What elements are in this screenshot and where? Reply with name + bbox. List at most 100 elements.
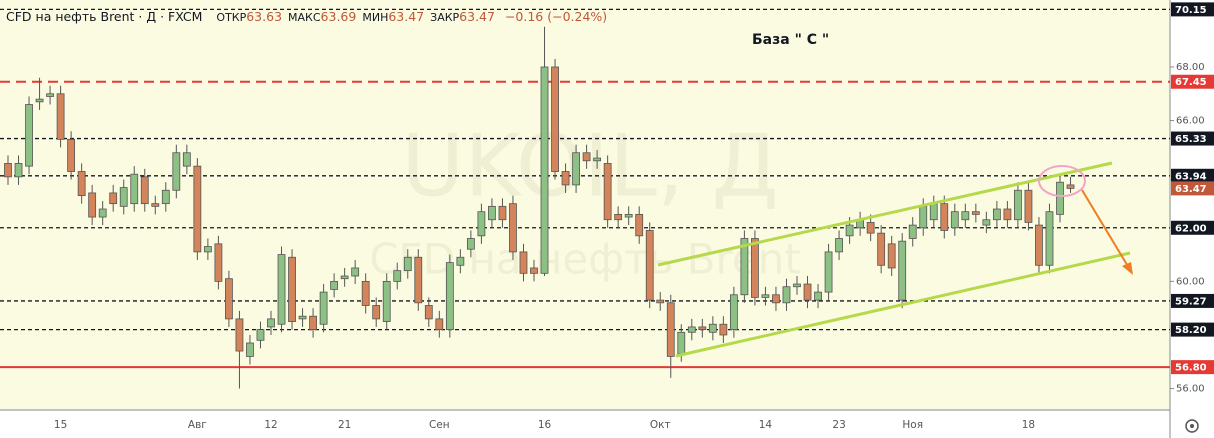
ohlc-label: МАКС	[288, 11, 321, 24]
candle-body	[635, 213, 644, 237]
last-price-box	[1171, 181, 1214, 196]
candle-body	[740, 238, 749, 296]
candle-body	[361, 280, 370, 306]
candle-body	[614, 213, 623, 221]
candle-body	[77, 171, 86, 197]
level-label: 67.45	[1175, 77, 1207, 88]
candle-body	[982, 219, 991, 226]
candle-body	[14, 163, 23, 178]
candle-body	[582, 152, 591, 162]
arrow-line	[1081, 189, 1130, 269]
candle-body	[971, 211, 980, 215]
candle-body	[340, 275, 349, 280]
candle-body	[845, 224, 854, 237]
level-label: 63.94	[1175, 171, 1207, 182]
y-tick-label: 56.00	[1176, 384, 1205, 395]
candle-body	[424, 305, 433, 320]
candle-body	[877, 232, 886, 266]
x-tick-label: 16	[538, 419, 552, 431]
candle-body	[1066, 184, 1075, 189]
candle-body	[992, 208, 1001, 221]
candle-body	[235, 318, 244, 352]
candle-body	[330, 280, 339, 290]
candle-body	[298, 315, 307, 320]
ohlc-value: 63.69	[320, 9, 357, 24]
candle-body	[645, 230, 654, 301]
candle-body	[488, 205, 496, 221]
arrow-head	[1122, 262, 1133, 275]
x-tick-label: 21	[338, 419, 351, 431]
candle-body	[382, 280, 391, 322]
y-tick-label: 66.00	[1176, 116, 1205, 127]
candle-body	[456, 256, 465, 266]
channel-lower	[675, 251, 1131, 358]
candle-body	[929, 203, 938, 221]
candle-body	[761, 294, 770, 298]
level-box	[1171, 220, 1214, 235]
symbol: CFD на нефть Brent · Д · FXCM	[6, 9, 203, 24]
watermark: CFD на нефть Brent	[369, 235, 801, 284]
candle-body	[751, 238, 759, 298]
candle-body	[172, 152, 181, 191]
candle-body	[246, 342, 254, 357]
candle-body	[950, 211, 959, 229]
candle-body	[477, 211, 486, 237]
candle-body	[687, 326, 696, 333]
watermark: UKOIL, Д	[401, 116, 778, 216]
candle-body	[719, 323, 728, 336]
candle-body	[593, 157, 602, 162]
level-box	[1171, 74, 1214, 89]
candle-body	[498, 205, 507, 221]
candle-body	[4, 163, 12, 178]
candle-body	[151, 203, 160, 207]
settings-icon[interactable]	[1185, 419, 1199, 433]
y-tick-label: 60.00	[1176, 276, 1205, 287]
candle-body	[35, 98, 44, 103]
level-box	[1171, 168, 1214, 183]
candle-body	[182, 152, 191, 167]
candle-body	[603, 163, 612, 221]
candle-body	[435, 318, 444, 331]
candle-body	[708, 323, 717, 333]
candle-body	[67, 138, 76, 172]
candle-body	[445, 262, 454, 331]
candle-body	[109, 192, 118, 205]
ohlc-label: ЗАКР	[430, 11, 460, 24]
candle-body	[214, 243, 223, 282]
level-label: 58.20	[1175, 325, 1207, 336]
candle-body	[267, 318, 275, 328]
highlight-ellipse	[1038, 165, 1086, 197]
ohlc-label: ОТКР	[216, 11, 247, 24]
candle-body	[624, 213, 633, 218]
candle-body	[372, 305, 381, 320]
x-tick-label: 14	[759, 419, 773, 431]
y-tick-label: 68.00	[1176, 62, 1205, 73]
candle-body	[519, 251, 528, 274]
candle-body	[98, 208, 107, 218]
level-label: 70.15	[1175, 5, 1207, 16]
candle-body	[530, 267, 538, 274]
candle-body	[319, 291, 328, 325]
annotation: База " С "	[752, 32, 829, 48]
level-box	[1171, 131, 1214, 146]
legend-header: CFD на нефть Brent · Д · FXCM ОТКР63.63 М…	[6, 9, 613, 24]
candle-body	[1024, 189, 1033, 223]
candle-body	[403, 256, 412, 272]
x-tick-label: Окт	[650, 419, 671, 431]
ohlc-label: МИН	[362, 11, 389, 24]
candle-body	[256, 329, 265, 341]
candle-body	[814, 291, 822, 301]
level-label: 56.80	[1175, 363, 1207, 374]
ohlc-value: 63.47	[459, 9, 495, 24]
ohlc-value: 63.47	[388, 9, 425, 24]
level-box	[1171, 360, 1214, 375]
candle-body	[203, 246, 212, 253]
candle-body	[572, 152, 580, 186]
level-box	[1171, 322, 1214, 337]
candle-body	[677, 331, 686, 355]
candle-body	[824, 251, 833, 293]
candle-body	[509, 203, 517, 253]
candle-body	[161, 189, 170, 205]
